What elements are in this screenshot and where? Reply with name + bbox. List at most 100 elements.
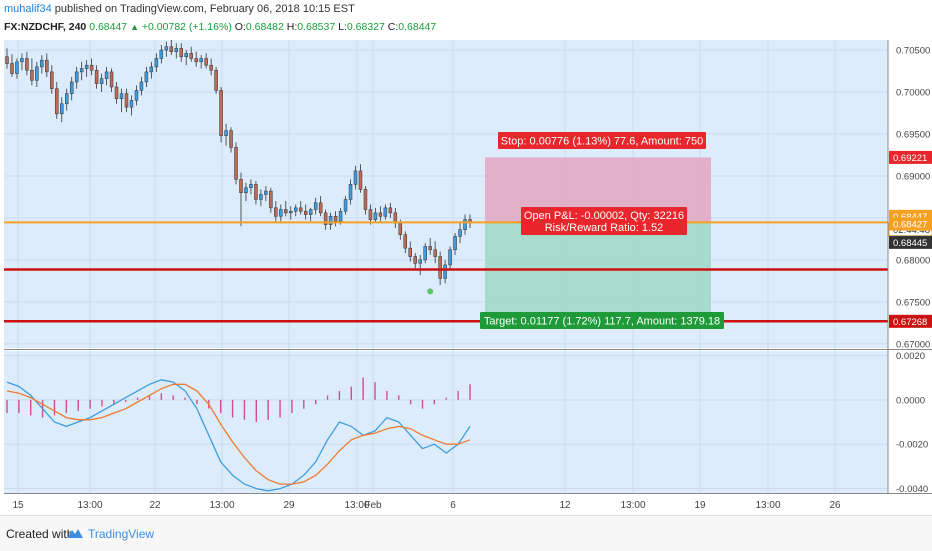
candle-body	[373, 212, 378, 220]
candle	[164, 41, 169, 57]
candle-body	[15, 61, 19, 74]
candle-body	[224, 130, 228, 136]
candle-body	[199, 58, 203, 63]
tradingview-brand[interactable]: TradingView	[88, 527, 155, 541]
candle-body	[383, 207, 388, 217]
candle-body	[5, 56, 9, 64]
candle-body	[348, 184, 353, 200]
price-tag-text: 0.68445	[893, 238, 927, 249]
candle	[289, 206, 293, 220]
candle	[308, 207, 313, 222]
pnl-label-bg	[521, 207, 687, 235]
candle-body	[264, 190, 268, 195]
candle	[353, 165, 358, 190]
candle	[303, 204, 308, 220]
high-label: H:	[286, 21, 298, 33]
candle	[174, 43, 179, 59]
open-value: 0.68482	[245, 21, 284, 33]
candle	[259, 189, 263, 207]
author-link[interactable]: muhalif34	[4, 3, 52, 15]
pnl-label-text: Risk/Reward Ratio: 1.52	[545, 222, 664, 234]
signal-line	[6, 383, 471, 485]
candle	[79, 61, 84, 81]
candle	[453, 233, 457, 255]
candle	[408, 241, 413, 262]
target-label-text: Target: 0.01177 (1.72%) 117.7, Amount: 1…	[484, 316, 720, 328]
x-tick-label: 13:00	[77, 500, 102, 511]
candle	[189, 46, 193, 62]
price-tags: 0.692210.6844702:44:480.684450.684270.67…	[888, 150, 932, 328]
candle-body	[184, 53, 188, 58]
candle-body	[214, 69, 218, 91]
price-pane-bg	[4, 40, 888, 348]
candle	[154, 53, 159, 72]
close-label: C:	[387, 21, 399, 33]
candle	[254, 180, 258, 205]
candle	[388, 202, 393, 218]
x-tick-label: Feb	[364, 500, 382, 511]
candle-body	[229, 130, 233, 148]
candle	[294, 204, 298, 217]
price-tag-stop: 0.69221	[889, 150, 932, 164]
candle	[418, 254, 422, 275]
candle-body	[443, 264, 447, 279]
stop-label-bg	[498, 132, 706, 149]
candle-body	[104, 71, 109, 79]
x-tick-label: 26	[829, 500, 841, 511]
candle-body	[279, 209, 283, 217]
candle-body	[144, 71, 149, 83]
price-tick-label: 0.67000	[896, 339, 930, 350]
candle-body	[269, 190, 273, 209]
candle-body	[119, 93, 124, 99]
candle	[433, 241, 437, 264]
candle	[20, 53, 24, 71]
candle-body	[89, 64, 94, 71]
candle-body	[69, 81, 74, 94]
candle-body	[259, 194, 263, 200]
target-label-bg	[480, 312, 724, 329]
candle-body	[219, 90, 223, 136]
candle	[428, 238, 432, 255]
price-tag-bg	[889, 217, 932, 231]
candle	[438, 251, 442, 286]
open-label: O:	[234, 21, 246, 33]
candle-body	[50, 71, 54, 89]
price-tag-dark: 0.68445	[889, 235, 932, 249]
candle	[383, 204, 388, 220]
candle	[74, 66, 79, 89]
created-with-text: Created with	[6, 527, 74, 541]
position-zones	[485, 157, 711, 322]
price-tag-text: 0.67268	[893, 317, 927, 328]
candle-body	[254, 184, 258, 200]
macd-tick-label: -0.0020	[896, 440, 928, 451]
symbol-legend: FX:NZDCHF, 240 0.68447 ▲ +0.00782 (+1.16…	[0, 18, 932, 36]
candle	[458, 222, 462, 244]
candle	[124, 88, 129, 113]
candle-body	[294, 207, 298, 212]
candle-body	[114, 86, 119, 99]
horizontal-lines[interactable]	[4, 221, 888, 323]
price-tick-label: 0.68000	[896, 255, 930, 266]
candle-body	[45, 59, 49, 73]
candle-body	[458, 229, 462, 237]
candle	[219, 86, 223, 143]
macd-indicator	[6, 377, 471, 492]
price-tick-label: 0.70500	[896, 46, 930, 57]
candle	[10, 54, 14, 77]
price-tag-bg	[889, 150, 932, 164]
candle	[239, 172, 243, 227]
candle	[25, 51, 29, 76]
candle-body	[60, 103, 64, 115]
candle	[229, 127, 233, 153]
candle-body	[55, 88, 59, 115]
candle-body	[448, 249, 452, 266]
candle	[209, 58, 213, 76]
candle	[184, 50, 188, 66]
price-tag-text: 0.68447	[893, 212, 927, 223]
x-tick-label: 13:00	[209, 500, 234, 511]
candle	[204, 53, 208, 69]
candle-body	[179, 48, 183, 58]
price-tag-line: 0.67268	[889, 314, 932, 328]
candle	[368, 204, 373, 225]
